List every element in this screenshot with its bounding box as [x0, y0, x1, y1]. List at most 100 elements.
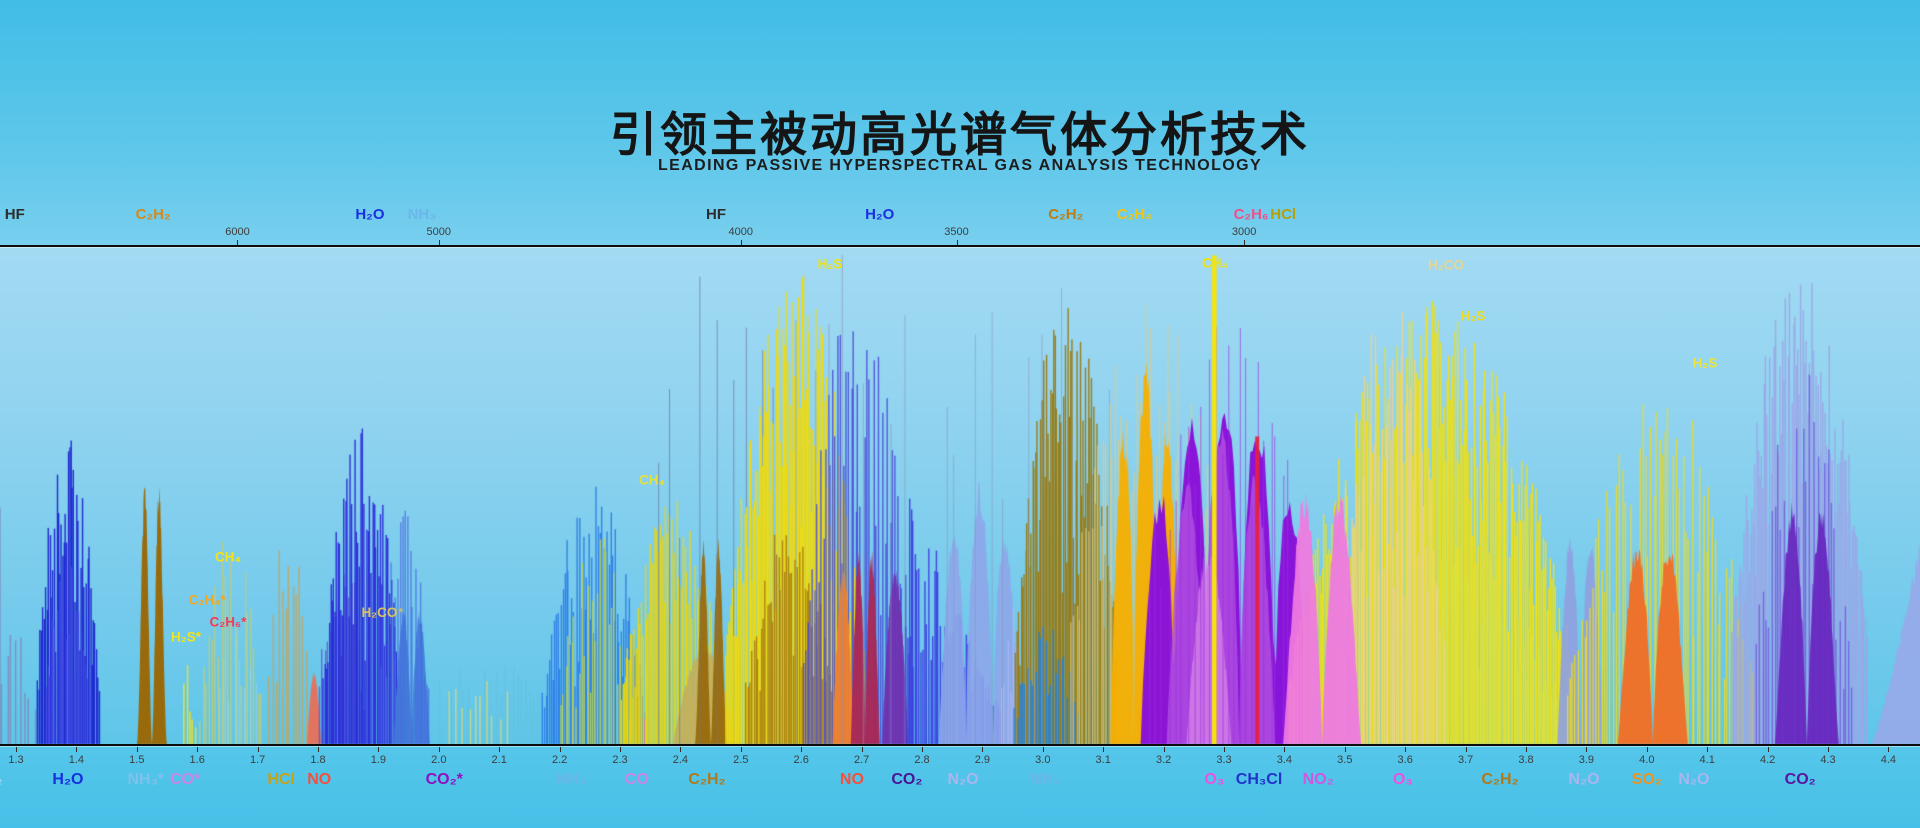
- wavelength-axis-line: [0, 744, 1920, 747]
- wavelength-tick: [1646, 747, 1648, 752]
- wavelength-tick: [16, 747, 17, 752]
- wavenumber-tick-label: 5000: [426, 226, 452, 238]
- top-molecule-label: H₂O: [865, 206, 895, 223]
- chart-molecule-label: CH₄: [1202, 255, 1228, 271]
- wavelength-tick: [378, 747, 380, 752]
- wavelength-tick: [136, 747, 138, 752]
- top-molecule-label: H₂O: [355, 206, 385, 223]
- wavelength-tick: [1344, 747, 1346, 752]
- wavelength-tick: [922, 747, 923, 752]
- wavelength-tick: [1042, 747, 1044, 752]
- wavelength-tick-label: 3.1: [1095, 754, 1111, 766]
- wavenumber-tick-label: 4000: [728, 226, 754, 238]
- wavenumber-tick: [237, 240, 239, 245]
- wavelength-tick: [982, 747, 984, 752]
- wavelength-tick-label: 1.6: [189, 754, 205, 766]
- top-molecule-label: HCl: [1270, 206, 1297, 223]
- chart-molecule-label: C₂H₄*: [188, 592, 226, 608]
- wavelength-tick: [740, 747, 742, 752]
- wavelength-tick-label: 4.3: [1820, 754, 1836, 766]
- wavelength-tick: [318, 747, 319, 752]
- wavelength-tick-label: 3.7: [1457, 754, 1474, 766]
- wavelength-tick-label: 1.4: [68, 754, 85, 766]
- wavelength-tick: [1163, 747, 1165, 752]
- wavelength-tick-label: 3.3: [1216, 754, 1232, 766]
- wavelength-tick-label: 2.9: [974, 754, 991, 766]
- chart-molecule-label: H₂S: [1692, 355, 1718, 371]
- chart-molecule-label: CH₄: [639, 472, 665, 488]
- wavelength-tick: [499, 747, 501, 752]
- bottom-molecule-label: N₂O: [1568, 771, 1600, 788]
- wavelength-tick: [1888, 747, 1890, 752]
- wavelength-tick-label: 2.6: [793, 754, 809, 766]
- bottom-molecule-label: ₂: [0, 771, 3, 789]
- wavelength-tick-label: 3.2: [1155, 754, 1172, 766]
- wavelength-tick-label: 3.4: [1276, 754, 1293, 766]
- top-molecule-label: HF: [4, 206, 25, 223]
- wavelength-tick-label: 2.2: [551, 754, 568, 766]
- bottom-molecule-label: SO₂: [1631, 771, 1662, 788]
- wavenumber-tick-label: 6000: [225, 226, 250, 238]
- chart-molecule-label: H₂CO⁺: [361, 605, 405, 620]
- wavelength-tick-label: 2.7: [853, 754, 870, 766]
- bottom-molecule-label: NO₂: [1302, 771, 1334, 788]
- wavelength-tick: [1465, 747, 1467, 752]
- wavelength-tick: [438, 747, 440, 752]
- bottom-molecule-label: H₂O: [52, 771, 84, 788]
- wavelength-tick-label: 3.0: [1035, 754, 1051, 766]
- chart-molecule-label: C₂H₆*: [209, 614, 247, 630]
- wavelength-tick: [620, 747, 621, 752]
- bottom-molecule-label: CO: [624, 771, 649, 788]
- wavelength-tick-label: 2.4: [672, 754, 689, 766]
- bottom-molecule-label: NH₃: [1029, 771, 1061, 788]
- top-molecule-label: C₂H₂: [135, 206, 171, 223]
- wavelength-tick-label: 1.8: [310, 754, 326, 766]
- wavelength-tick: [559, 747, 561, 752]
- bottom-molecule-label: O₃: [1204, 771, 1225, 788]
- wavenumber-tick: [956, 240, 958, 245]
- wavelength-tick-label: 2.5: [733, 754, 749, 766]
- wavelength-tick: [1103, 747, 1105, 752]
- wavelength-tick-label: 2.1: [491, 754, 507, 766]
- wavelength-tick: [1526, 747, 1527, 752]
- wavelength-tick-label: 3.8: [1518, 754, 1534, 766]
- wavelength-tick: [1224, 747, 1225, 752]
- top-molecule-label: C₂H₆: [1233, 206, 1269, 223]
- wavelength-tick-label: 3.6: [1397, 754, 1413, 766]
- wavenumber-tick-label: 3000: [1231, 226, 1257, 238]
- chart-molecule-label: H₂CO: [1428, 257, 1464, 273]
- footer-background: [0, 746, 1920, 828]
- bottom-molecule-label: C₂H₂: [688, 771, 726, 788]
- bottom-molecule-label: C₂H₂: [1481, 771, 1519, 788]
- wavelength-tick: [1828, 747, 1829, 752]
- bottom-molecule-label: NO: [307, 771, 332, 788]
- bottom-molecule-label: CO*: [169, 771, 201, 788]
- bottom-molecule-label: O₃: [1392, 771, 1413, 788]
- bottom-molecule-label: N₂O: [1678, 771, 1710, 788]
- bottom-molecule-label: CH₃Cl: [1235, 771, 1283, 788]
- wavelength-tick: [861, 747, 863, 752]
- wavenumber-tick: [740, 240, 742, 245]
- bottom-molecule-label: NH₃: [555, 771, 587, 788]
- wavelength-tick: [1767, 747, 1769, 752]
- wavelength-tick-label: 3.9: [1578, 754, 1595, 766]
- wavelength-tick-label: 1.7: [249, 754, 266, 766]
- wavelength-tick-label: 4.1: [1699, 754, 1715, 766]
- wavelength-tick-label: 4.0: [1639, 754, 1655, 766]
- wavelength-tick: [1405, 747, 1407, 752]
- page-title: 引领主被动高光谱气体分析技术: [610, 108, 1310, 161]
- wavelength-tick-label: 4.2: [1759, 754, 1776, 766]
- wavelength-tick-label: 2.0: [431, 754, 447, 766]
- wavelength-tick: [197, 747, 199, 752]
- bottom-molecule-label: CO₂*: [425, 771, 463, 788]
- wavelength-tick: [76, 747, 78, 752]
- top-molecule-label: HF: [706, 206, 727, 223]
- wavelength-tick: [257, 747, 259, 752]
- chart-molecule-label: H₂S: [1460, 308, 1486, 324]
- top-molecule-label: NH₃: [407, 206, 437, 223]
- bottom-molecule-label: NO: [839, 771, 864, 788]
- bottom-molecule-label: NH₃*: [127, 771, 165, 788]
- wavelength-tick-label: 2.8: [914, 754, 930, 766]
- wavelength-tick: [1707, 747, 1709, 752]
